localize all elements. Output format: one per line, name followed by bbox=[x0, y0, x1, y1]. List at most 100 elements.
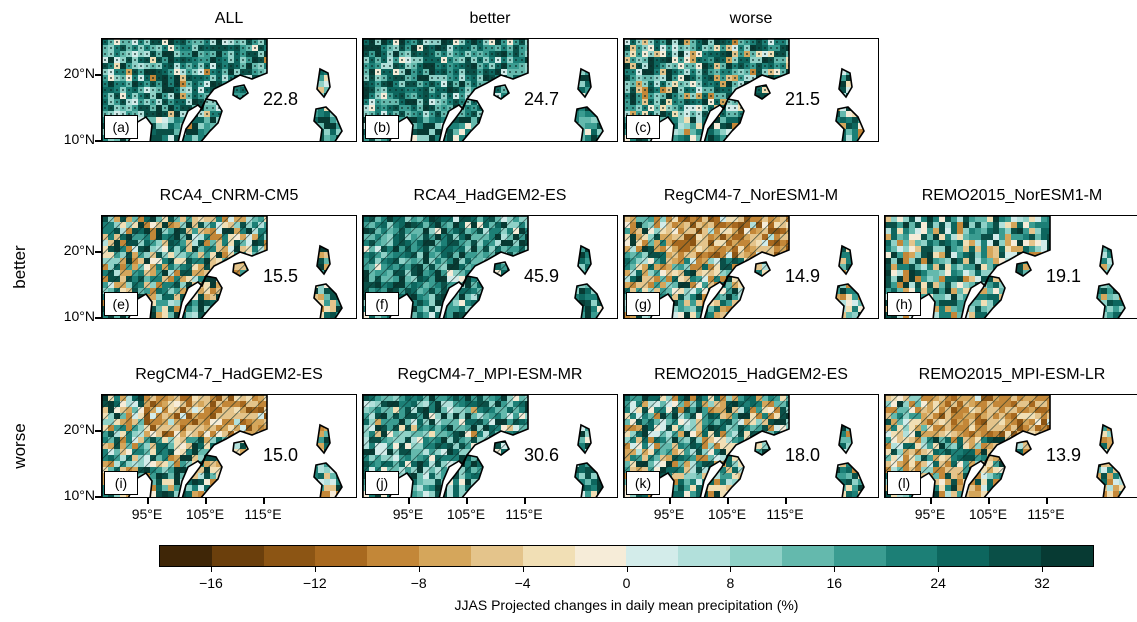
map-cell bbox=[549, 111, 555, 117]
map-cell bbox=[489, 288, 495, 294]
map-cell bbox=[672, 306, 678, 312]
map-cell bbox=[615, 93, 618, 99]
map-cell bbox=[597, 216, 603, 222]
map-cell bbox=[804, 63, 810, 69]
map-cell bbox=[465, 318, 471, 319]
map-cell bbox=[750, 288, 756, 294]
map-cell bbox=[306, 318, 312, 319]
map-cell bbox=[1041, 246, 1047, 252]
map-cell bbox=[459, 318, 465, 319]
map-cell bbox=[1095, 240, 1101, 246]
map-cell bbox=[792, 288, 798, 294]
map-cell bbox=[543, 318, 549, 319]
map-cell bbox=[876, 288, 879, 294]
map-cell bbox=[342, 45, 348, 51]
map-cell bbox=[591, 312, 597, 318]
map-cell bbox=[828, 318, 834, 319]
map-cell bbox=[348, 87, 354, 93]
map-cell bbox=[441, 117, 447, 123]
map-cell bbox=[306, 69, 312, 75]
map-cell bbox=[603, 252, 609, 258]
map-cell bbox=[987, 216, 993, 222]
map-cell bbox=[348, 294, 354, 300]
map-cell bbox=[501, 276, 507, 282]
map-cell bbox=[834, 63, 840, 69]
map-cell bbox=[822, 45, 828, 51]
map-cell bbox=[732, 312, 738, 318]
map-cell bbox=[573, 57, 579, 63]
map-cell bbox=[168, 300, 174, 306]
map-cell bbox=[342, 264, 348, 270]
map-cell bbox=[720, 129, 726, 135]
map-cell bbox=[870, 234, 876, 240]
map-cell bbox=[870, 117, 876, 123]
map-cell bbox=[951, 234, 957, 240]
map-cell bbox=[828, 222, 834, 228]
map-cell bbox=[567, 57, 573, 63]
map-cell bbox=[822, 135, 828, 141]
map-cell bbox=[417, 312, 423, 318]
map-cell bbox=[939, 216, 945, 222]
map-cell bbox=[1125, 222, 1131, 228]
map-cell bbox=[762, 141, 768, 142]
map-cell bbox=[330, 45, 336, 51]
map-cell bbox=[477, 306, 483, 312]
panel-value: 15.5 bbox=[262, 266, 298, 286]
map-cell bbox=[822, 141, 828, 142]
map-cell bbox=[1119, 216, 1125, 222]
map-cell bbox=[834, 318, 840, 319]
map-cell bbox=[300, 216, 306, 222]
map-cell bbox=[858, 306, 864, 312]
map-cell bbox=[300, 63, 306, 69]
map-cell bbox=[774, 129, 780, 135]
map-cell bbox=[660, 300, 666, 306]
map-cell bbox=[180, 117, 186, 123]
map-cell bbox=[525, 75, 531, 81]
map-cell bbox=[573, 312, 579, 318]
map-cell bbox=[840, 258, 846, 264]
map-cell bbox=[609, 306, 615, 312]
panel-title: worse bbox=[729, 10, 773, 27]
map-cell bbox=[822, 240, 828, 246]
map-cell bbox=[870, 123, 876, 129]
map-canvas bbox=[624, 216, 879, 319]
map-cell bbox=[306, 105, 312, 111]
map-cell bbox=[531, 135, 537, 141]
map-cell bbox=[288, 312, 294, 318]
map-cell bbox=[1119, 228, 1125, 234]
map-cell bbox=[804, 228, 810, 234]
map-cell bbox=[834, 270, 840, 276]
map-cell bbox=[264, 252, 270, 258]
map-cell bbox=[318, 228, 324, 234]
map-cell bbox=[615, 312, 618, 318]
map-cell bbox=[1053, 240, 1059, 246]
map-cell bbox=[561, 276, 567, 282]
map-cell bbox=[288, 246, 294, 252]
map-cell bbox=[1131, 240, 1137, 246]
map-cell bbox=[144, 312, 150, 318]
map-cell bbox=[678, 117, 684, 123]
map-cell bbox=[603, 39, 609, 45]
map-cell bbox=[822, 57, 828, 63]
map-cell bbox=[690, 312, 696, 318]
map-cell bbox=[330, 264, 336, 270]
map-cell bbox=[306, 264, 312, 270]
map-cell bbox=[852, 222, 858, 228]
map-cell bbox=[885, 240, 891, 246]
map-cell bbox=[222, 129, 228, 135]
map-cell bbox=[945, 240, 951, 246]
map-cell bbox=[348, 318, 354, 319]
map-cell bbox=[864, 228, 870, 234]
map-cell bbox=[945, 234, 951, 240]
map-cell bbox=[585, 123, 591, 129]
map-cell bbox=[324, 57, 330, 63]
map-cell bbox=[573, 135, 579, 141]
map-cell bbox=[597, 252, 603, 258]
map-cell bbox=[945, 246, 951, 252]
map-cell bbox=[354, 306, 357, 312]
map-cell bbox=[678, 129, 684, 135]
map-cell bbox=[852, 276, 858, 282]
map-cell bbox=[330, 300, 336, 306]
map-cell bbox=[342, 39, 348, 45]
map-cell bbox=[567, 306, 573, 312]
